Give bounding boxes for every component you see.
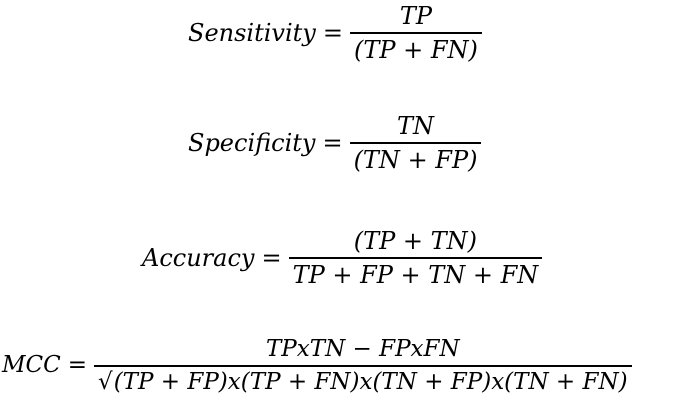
equals-sign: = <box>67 352 88 379</box>
fraction-bar <box>94 365 632 367</box>
mcc-label: MCC <box>2 352 61 379</box>
sensitivity-denominator: (TP + FN) <box>353 35 478 64</box>
accuracy-formula: Accuracy = (TP + TN) TP + FP + TN + FN <box>142 227 543 289</box>
equals-sign: = <box>261 243 282 272</box>
accuracy-label: Accuracy <box>142 243 255 272</box>
specificity-fraction: TN (TN + FP) <box>349 112 482 174</box>
sensitivity-fraction: TP (TP + FN) <box>349 2 482 64</box>
sensitivity-numerator: TP <box>399 2 432 30</box>
accuracy-numerator: (TP + TN) <box>353 227 478 255</box>
equals-sign: = <box>322 18 343 47</box>
mcc-denominator-row: √(TP + FP)x(TP + FN)x(TN + FP)x(TN + FN) <box>94 367 632 394</box>
sensitivity-label: Sensitivity <box>188 18 316 47</box>
mcc-fraction: TPxTN − FPxFN √(TP + FP)x(TP + FN)x(TN +… <box>94 338 632 394</box>
specificity-label: Specificity <box>188 128 316 157</box>
specificity-denominator: (TN + FP) <box>353 145 478 174</box>
equals-sign: = <box>322 128 343 157</box>
accuracy-denominator: TP + FP + TN + FN <box>292 260 539 289</box>
specificity-formula: Specificity = TN (TN + FP) <box>188 112 482 174</box>
fraction-bar <box>349 32 482 34</box>
sensitivity-formula: Sensitivity = TP (TP + FN) <box>188 4 482 62</box>
mcc-formula: MCC = TPxTN − FPxFN √(TP + FP)x(TP + FN)… <box>2 338 632 394</box>
accuracy-fraction: (TP + TN) TP + FP + TN + FN <box>288 227 543 289</box>
square-root-icon: √ <box>98 368 113 395</box>
specificity-numerator: TN <box>397 112 435 140</box>
mcc-denominator: (TP + FP)x(TP + FN)x(TN + FP)x(TN + FN) <box>113 368 628 395</box>
fraction-bar <box>349 142 482 144</box>
mcc-numerator: TPxTN − FPxFN <box>265 336 460 362</box>
fraction-bar <box>288 257 543 259</box>
